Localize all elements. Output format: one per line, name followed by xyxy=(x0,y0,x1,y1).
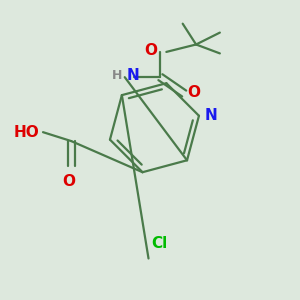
Text: Cl: Cl xyxy=(152,236,168,251)
Text: O: O xyxy=(144,43,157,58)
Text: O: O xyxy=(62,174,75,189)
Text: N: N xyxy=(204,108,217,123)
Text: N: N xyxy=(126,68,139,83)
Text: HO: HO xyxy=(14,125,39,140)
Text: H: H xyxy=(111,69,122,82)
Text: O: O xyxy=(187,85,200,100)
